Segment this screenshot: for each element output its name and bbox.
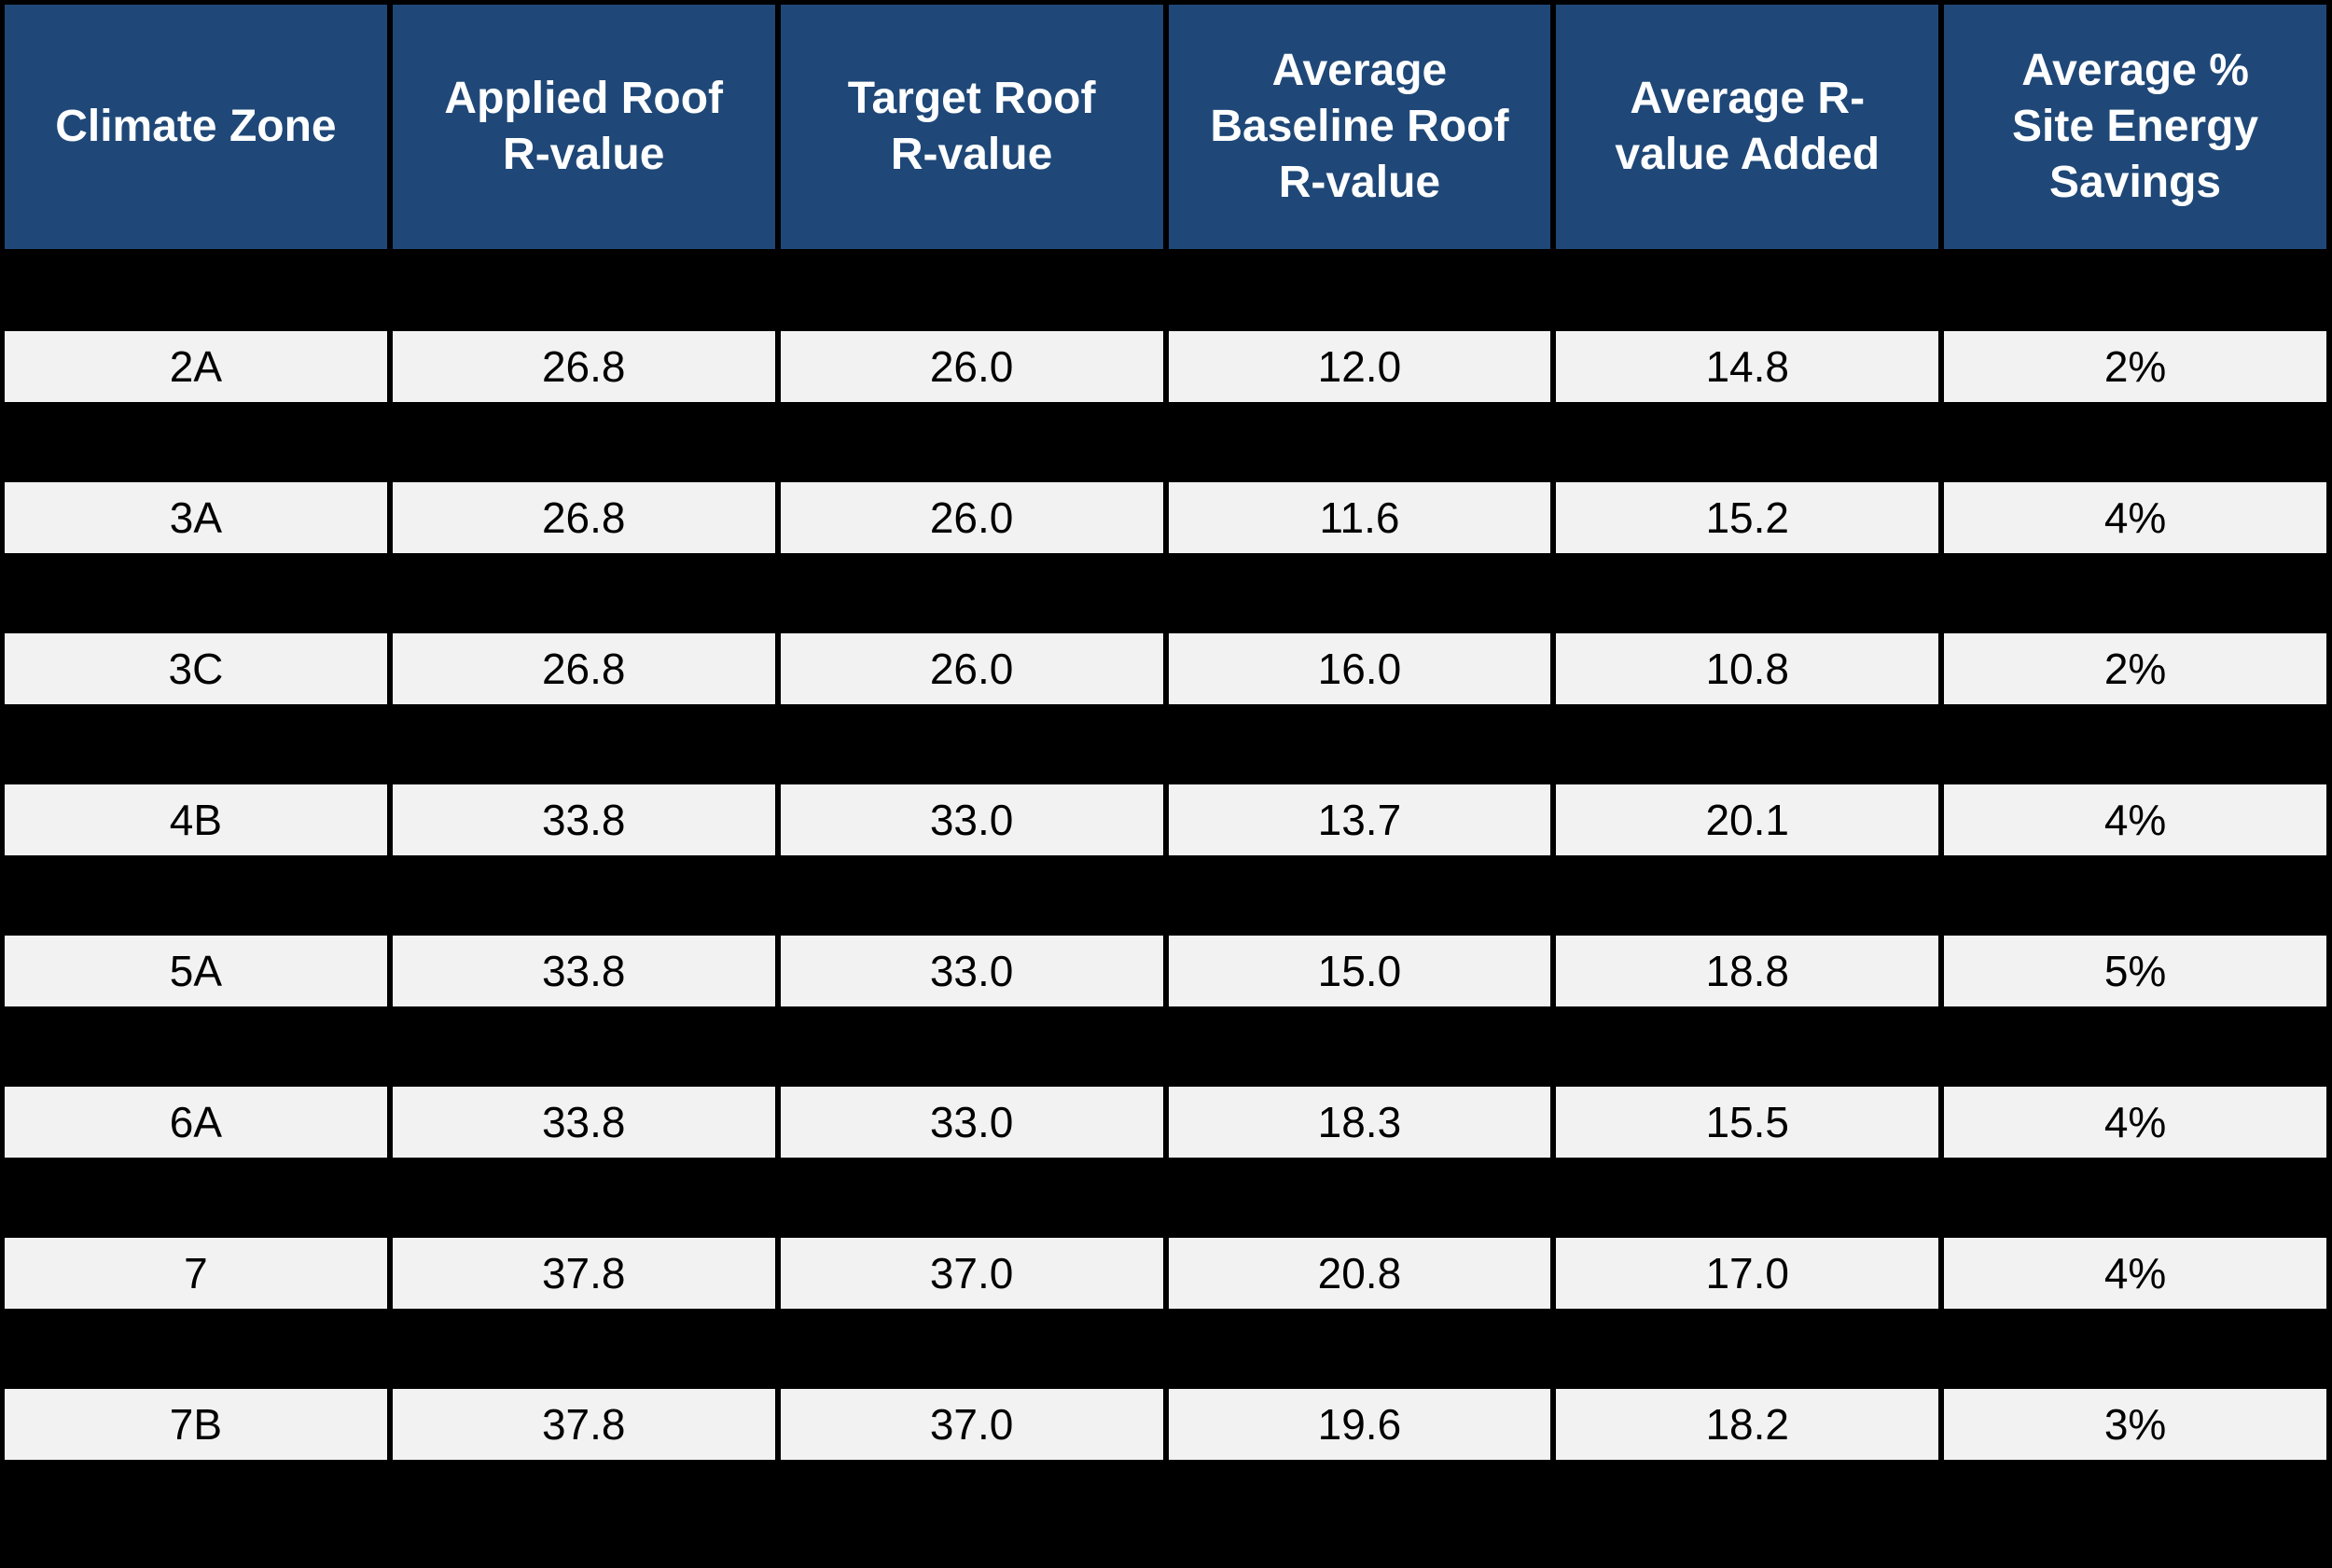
cell-average-site-energy-savings: 2% [1944,633,2326,704]
cell-target-roof-r-value: 37.0 [780,1389,1163,1460]
cell-applied-roof-r-value: 26.8 [392,633,775,704]
cell-target-roof-r-value: 33.0 [780,784,1163,855]
cell-average-baseline-roof-r-value: 19.6 [1168,1389,1551,1460]
cell-climate-zone: 3C [5,633,387,704]
cell-average-site-energy-savings: 2% [1944,331,2326,402]
cell-target-roof-r-value: 37.0 [780,1238,1163,1309]
cell-average-baseline-roof-r-value: 20.8 [1168,1238,1551,1309]
cell-target-roof-r-value: 33.0 [780,1087,1163,1158]
cell-average-r-value-added: 15.5 [1556,1087,1939,1158]
cell-target-roof-r-value: 26.0 [780,331,1163,402]
cell-average-baseline-roof-r-value: 16.0 [1168,633,1551,704]
table-row-3a: 3A 26.8 26.0 11.6 15.2 4% [0,482,2332,553]
cell-average-r-value-added: 18.8 [1556,936,1939,1006]
cell-average-baseline-roof-r-value: 13.7 [1168,784,1551,855]
cell-climate-zone: 3A [5,482,387,553]
cell-applied-roof-r-value: 33.8 [392,936,775,1006]
cell-climate-zone: 6A [5,1087,387,1158]
cell-applied-roof-r-value: 37.8 [392,1238,775,1309]
cell-climate-zone: 7B [5,1389,387,1460]
cell-average-baseline-roof-r-value: 15.0 [1168,936,1551,1006]
cell-applied-roof-r-value: 33.8 [392,784,775,855]
cell-average-r-value-added: 15.2 [1556,482,1939,553]
column-header-target-roof-r-value: Target Roof R-value [780,5,1163,249]
column-header-average-baseline-roof-r-value: Average Baseline Roof R-value [1168,5,1551,249]
cell-applied-roof-r-value: 37.8 [392,1389,775,1460]
column-header-average-r-value-added: Average R- value Added [1556,5,1939,249]
cell-climate-zone: 2A [5,331,387,402]
cell-average-baseline-roof-r-value: 11.6 [1168,482,1551,553]
cell-average-site-energy-savings: 5% [1944,936,2326,1006]
cell-average-r-value-added: 18.2 [1556,1389,1939,1460]
cell-target-roof-r-value: 33.0 [780,936,1163,1006]
table-row-6a: 6A 33.8 33.0 18.3 15.5 4% [0,1087,2332,1158]
table-row-4b: 4B 33.8 33.0 13.7 20.1 4% [0,784,2332,855]
column-header-applied-roof-r-value: Applied Roof R-value [392,5,775,249]
cell-average-r-value-added: 10.8 [1556,633,1939,704]
column-header-climate-zone: Climate Zone [5,5,387,249]
cell-applied-roof-r-value: 33.8 [392,1087,775,1158]
cell-target-roof-r-value: 26.0 [780,482,1163,553]
cell-average-baseline-roof-r-value: 18.3 [1168,1087,1551,1158]
table-row-3c: 3C 26.8 26.0 16.0 10.8 2% [0,633,2332,704]
cell-applied-roof-r-value: 26.8 [392,482,775,553]
cell-applied-roof-r-value: 26.8 [392,331,775,402]
table-row-2a: 2A 26.8 26.0 12.0 14.8 2% [0,331,2332,402]
column-header-average-site-energy-savings: Average % Site Energy Savings [1944,5,2326,249]
cell-average-r-value-added: 20.1 [1556,784,1939,855]
cell-average-site-energy-savings: 4% [1944,1238,2326,1309]
table-header-row: Climate Zone Applied Roof R-value Target… [0,5,2332,249]
cell-target-roof-r-value: 26.0 [780,633,1163,704]
table-row-7: 7 37.8 37.0 20.8 17.0 4% [0,1238,2332,1309]
cell-average-site-energy-savings: 4% [1944,1087,2326,1158]
cell-climate-zone: 5A [5,936,387,1006]
table-row-7b: 7B 37.8 37.0 19.6 18.2 3% [0,1389,2332,1460]
cell-average-site-energy-savings: 4% [1944,784,2326,855]
cell-average-r-value-added: 17.0 [1556,1238,1939,1309]
cell-average-r-value-added: 14.8 [1556,331,1939,402]
table-row-5a: 5A 33.8 33.0 15.0 18.8 5% [0,936,2332,1006]
cell-average-site-energy-savings: 3% [1944,1389,2326,1460]
cell-average-baseline-roof-r-value: 12.0 [1168,331,1551,402]
cell-climate-zone: 4B [5,784,387,855]
cell-average-site-energy-savings: 4% [1944,482,2326,553]
cell-climate-zone: 7 [5,1238,387,1309]
